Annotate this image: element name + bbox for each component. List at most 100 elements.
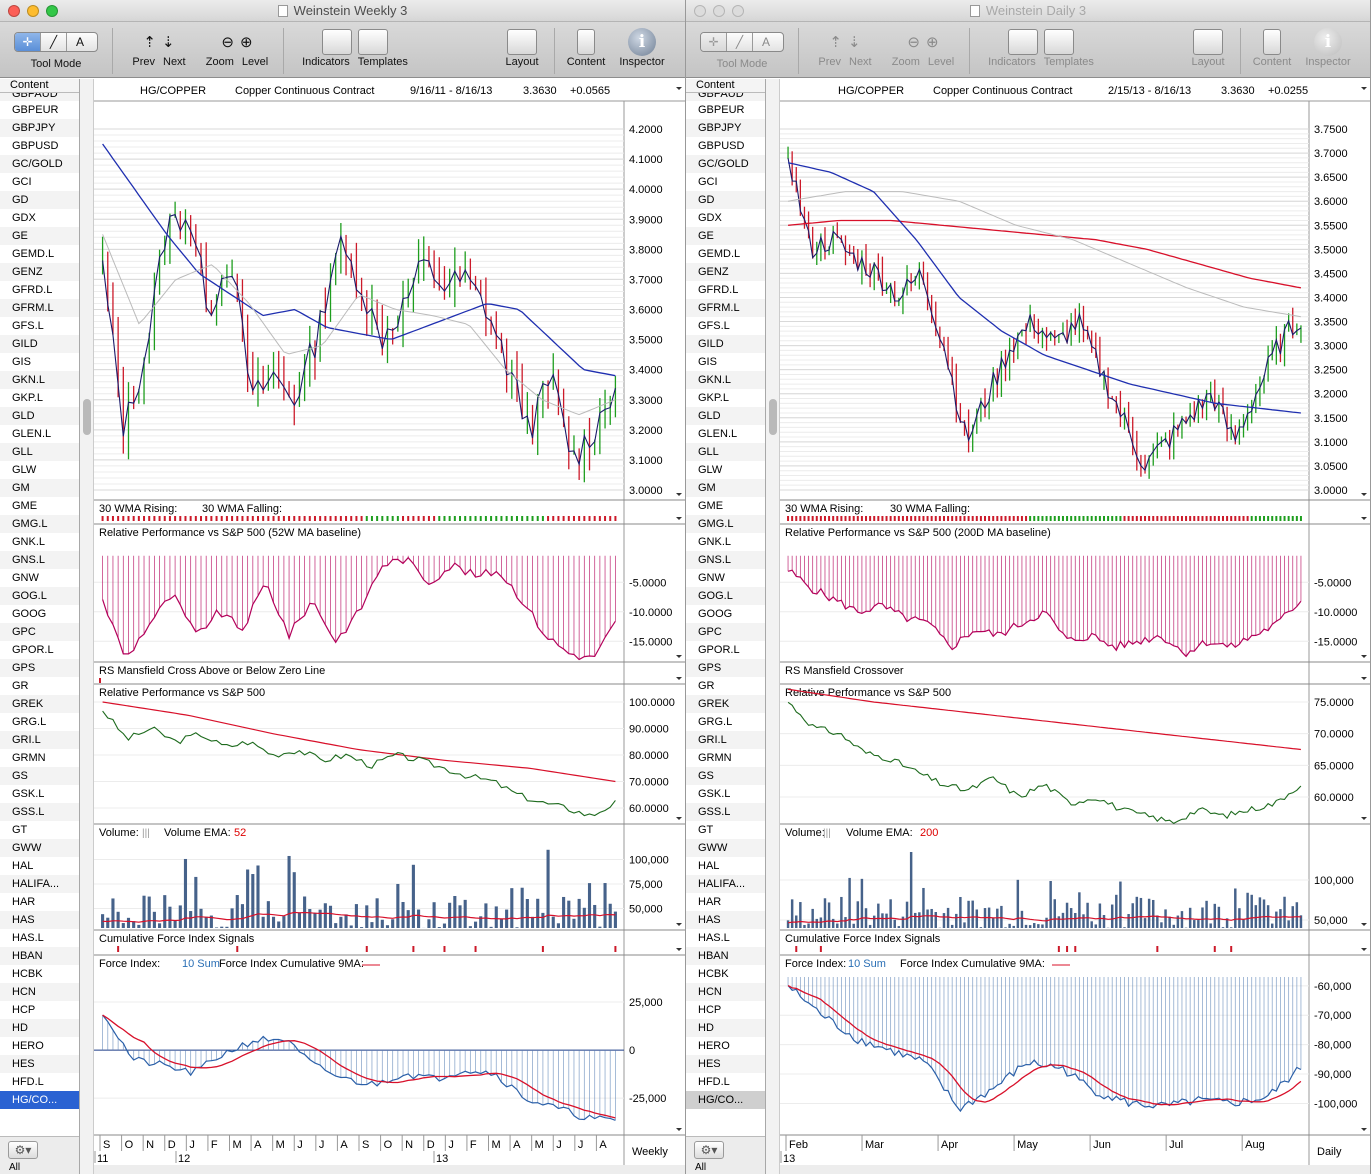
symbol-list-item[interactable]: HBAN bbox=[0, 947, 79, 965]
sidebar-scrollbar[interactable] bbox=[80, 79, 94, 1174]
symbol-list-item[interactable]: GOG.L bbox=[686, 587, 765, 605]
symbol-list-item[interactable]: GOG.L bbox=[0, 587, 79, 605]
symbol-list-item[interactable]: GLD bbox=[686, 407, 765, 425]
line-tool-icon[interactable]: ╱ bbox=[41, 33, 67, 51]
inspector-button[interactable]: i Inspector bbox=[614, 28, 670, 68]
symbol-list-item[interactable]: GBPAUD bbox=[0, 93, 79, 101]
price-panel[interactable] bbox=[94, 128, 624, 491]
symbol-list-item[interactable]: HAS.L bbox=[12, 932, 44, 944]
inspector-button[interactable]: i Inspector bbox=[1300, 28, 1356, 68]
symbol-list-item[interactable]: GIS bbox=[12, 356, 31, 368]
symbol-list-item[interactable]: HERO bbox=[698, 1040, 730, 1052]
chart-area[interactable]: HG/COPPER Copper Continuous Contract 2/15/… bbox=[780, 79, 1370, 1174]
symbol-list-item[interactable]: HCBK bbox=[698, 968, 729, 980]
symbol-list-item[interactable]: GE bbox=[0, 227, 79, 245]
symbol-list-item[interactable]: HCBK bbox=[12, 968, 43, 980]
minimize-button[interactable] bbox=[27, 5, 39, 17]
symbol-list-item[interactable]: GBPJPY bbox=[0, 119, 79, 137]
level-button[interactable]: Level bbox=[927, 56, 955, 68]
symbol-list-item[interactable]: GS bbox=[686, 767, 765, 785]
symbol-list-item[interactable]: GFS.L bbox=[698, 320, 730, 332]
sidebar-header[interactable]: Content bbox=[0, 79, 79, 93]
indicators-button[interactable]: Indicators bbox=[302, 56, 350, 68]
prev-button[interactable]: Prev bbox=[132, 56, 155, 68]
symbol-list-item[interactable]: GNK.L bbox=[698, 536, 732, 548]
symbol-list-item[interactable]: HAL bbox=[698, 860, 720, 872]
symbol-list-item[interactable]: GLD bbox=[0, 407, 79, 425]
symbol-list-item[interactable]: GKP.L bbox=[698, 392, 729, 404]
symbol-list-item[interactable]: GSS.L bbox=[686, 803, 765, 821]
tool-mode-control[interactable]: ✛ ╱ A Tool Mode bbox=[14, 28, 98, 70]
symbol-list-item[interactable]: GILD bbox=[0, 335, 79, 353]
layout-button[interactable]: Layout bbox=[1186, 28, 1230, 68]
symbol-list-item[interactable]: GRMN bbox=[698, 752, 732, 764]
symbol-list-item[interactable]: GCI bbox=[698, 176, 718, 188]
minimize-button[interactable] bbox=[713, 5, 725, 17]
text-tool-icon[interactable]: A bbox=[761, 35, 770, 49]
level-button[interactable]: Level bbox=[241, 56, 269, 68]
zoom-window-button[interactable] bbox=[732, 5, 744, 17]
nav-group[interactable]: ⇡ ⇣ Prev Next bbox=[122, 28, 196, 68]
symbol-list-item[interactable]: GPOR.L bbox=[12, 644, 54, 656]
symbol-list-item[interactable]: GRI.L bbox=[686, 731, 765, 749]
symbol-list-item[interactable]: GWW bbox=[0, 839, 79, 857]
zoom-group[interactable]: ⊖ ⊕ Zoom Level bbox=[886, 28, 960, 68]
symbol-list-item[interactable]: GD bbox=[0, 191, 79, 209]
content-label[interactable]: Content bbox=[1252, 56, 1292, 68]
symbol-list-item[interactable]: GBPEUR bbox=[698, 104, 745, 116]
symbol-list-item[interactable]: HES bbox=[0, 1055, 79, 1073]
symbol-list-item[interactable]: HCN bbox=[0, 983, 79, 1001]
crosshair-tool-icon[interactable]: ✛ bbox=[701, 33, 727, 51]
zoom-group[interactable]: ⊖ ⊕ Zoom Level bbox=[200, 28, 274, 68]
zoom-button[interactable]: Zoom bbox=[891, 56, 920, 68]
content-label[interactable]: Content bbox=[566, 56, 606, 68]
scroll-knob[interactable] bbox=[769, 399, 777, 435]
symbol-list-item[interactable]: GWW bbox=[686, 839, 765, 857]
symbol-list-item[interactable]: GLEN.L bbox=[698, 428, 738, 440]
symbol-list-item[interactable]: GBPUSD bbox=[698, 140, 745, 152]
symbol-list-item[interactable]: GIS bbox=[698, 356, 717, 368]
symbol-list-item[interactable]: HFD.L bbox=[698, 1076, 730, 1088]
symbol-list-item[interactable]: GRI.L bbox=[0, 731, 79, 749]
symbol-list-item[interactable]: GNS.L bbox=[0, 551, 79, 569]
symbol-list-item[interactable]: HCN bbox=[686, 983, 765, 1001]
window-titlebar[interactable]: Weinstein Daily 3 bbox=[686, 0, 1370, 22]
symbol-list-item[interactable]: GKP.L bbox=[12, 392, 43, 404]
symbol-list-item[interactable]: HALIFA... bbox=[0, 875, 79, 893]
symbol-list-item[interactable]: GEMD.L bbox=[698, 248, 741, 260]
symbol-list-item[interactable]: GREK bbox=[686, 695, 765, 713]
symbol-list-item[interactable]: GPC bbox=[0, 623, 79, 641]
symbol-list-item[interactable]: GNK.L bbox=[12, 536, 46, 548]
symbol-list-item[interactable]: GM bbox=[686, 479, 765, 497]
symbol-list-item[interactable]: HG/CO... bbox=[686, 1091, 765, 1109]
symbol-list-item[interactable]: HAS bbox=[686, 911, 765, 929]
symbol-list-item[interactable]: GT bbox=[12, 824, 28, 836]
symbol-list-item[interactable]: GFRM.L bbox=[686, 299, 765, 317]
symbol-list[interactable]: GBPAUD GBPEUR GBPJPY GBPUSD GC/GOLD GCI GD GDX G… bbox=[0, 93, 79, 1136]
window-titlebar[interactable]: Weinstein Weekly 3 bbox=[0, 0, 685, 22]
crosshair-tool-icon[interactable]: ✛ bbox=[15, 33, 41, 51]
symbol-list-item[interactable]: GR bbox=[698, 680, 715, 692]
symbol-list-item[interactable]: GNW bbox=[12, 572, 39, 584]
gear-icon[interactable]: ⚙▾ bbox=[694, 1141, 724, 1159]
templates-button[interactable]: Templates bbox=[1043, 56, 1094, 68]
symbol-list-item[interactable]: GREK bbox=[0, 695, 79, 713]
symbol-list-item[interactable]: GLL bbox=[0, 443, 79, 461]
symbol-list-item[interactable]: GLL bbox=[686, 443, 765, 461]
inspector-label[interactable]: Inspector bbox=[619, 56, 665, 68]
indicators-button[interactable]: Indicators bbox=[988, 56, 1036, 68]
templates-button[interactable]: Templates bbox=[357, 56, 408, 68]
symbol-list-item[interactable]: HALIFA... bbox=[686, 875, 765, 893]
close-button[interactable] bbox=[8, 5, 20, 17]
layout-label[interactable]: Layout bbox=[1191, 56, 1225, 68]
symbol-list-item[interactable]: HAS.L bbox=[698, 932, 730, 944]
symbol-list-item[interactable]: HCP bbox=[12, 1004, 36, 1016]
symbol-list-item[interactable]: GFRD.L bbox=[12, 284, 53, 296]
symbol-list-item[interactable]: GMG.L bbox=[0, 515, 79, 533]
layout-label[interactable]: Layout bbox=[505, 56, 539, 68]
symbol-list-item[interactable]: GRMN bbox=[12, 752, 46, 764]
symbol-list-item[interactable]: GLW bbox=[698, 464, 723, 476]
symbol-list[interactable]: GBPAUD GBPEUR GBPJPY GBPUSD GC/GOLD GCI GD GDX G… bbox=[686, 93, 765, 1136]
symbol-list-item[interactable]: GBPUSD bbox=[12, 140, 59, 152]
symbol-list-item[interactable]: GC/GOLD bbox=[0, 155, 79, 173]
